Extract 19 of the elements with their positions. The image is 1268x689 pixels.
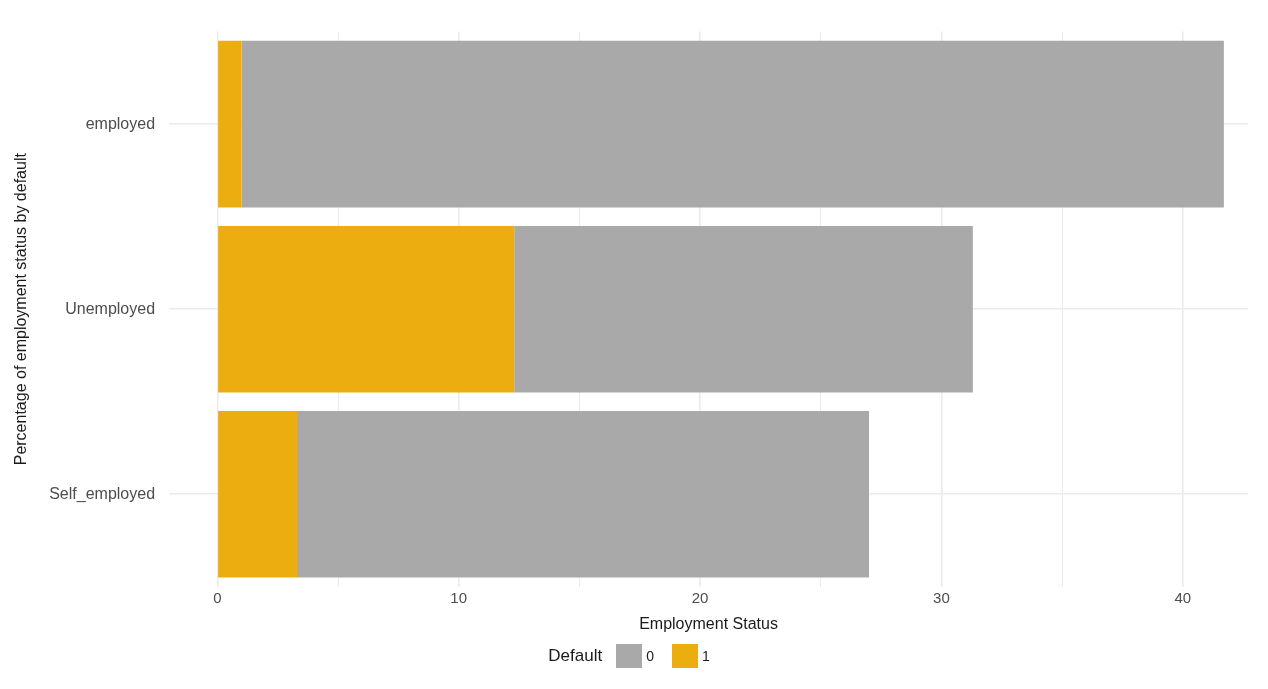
bar: [296, 410, 870, 578]
y-tick-label: employed: [85, 114, 156, 132]
bar: [241, 40, 1224, 208]
x-tick-label: 10: [450, 588, 468, 606]
legend-title: Default: [548, 646, 603, 666]
y-tick-label: Self_employed: [49, 484, 156, 503]
bar: [218, 410, 297, 578]
x-tick-label: 0: [213, 588, 222, 606]
x-tick-label: 30: [933, 588, 950, 606]
x-tick-label: 40: [1174, 588, 1192, 606]
legend-label: 0: [646, 648, 654, 664]
y-axis-title: Percentage of employment status by default: [12, 152, 30, 466]
bar: [218, 225, 515, 393]
bar: [218, 40, 242, 208]
legend-label: 1: [701, 648, 710, 664]
x-tick-label: 20: [691, 588, 709, 606]
y-tick-label: Unemployed: [65, 299, 156, 317]
bar: [514, 225, 973, 393]
x-axis-title: Employment Status: [639, 614, 778, 632]
